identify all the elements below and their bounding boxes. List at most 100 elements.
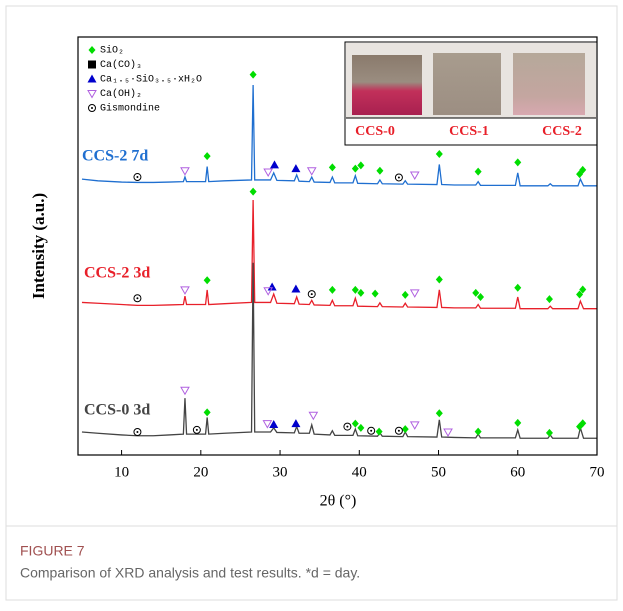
phase-marker [180,167,190,176]
symbol-ring [343,422,352,431]
symbol-ring [133,173,142,182]
phase-marker [472,288,480,297]
phase-marker [351,419,359,428]
xrd-trace [81,85,597,187]
inset-label: CCS-1 [449,124,489,139]
x-tick-label: 60 [510,464,525,480]
x-tick-label: 70 [590,464,605,480]
series-label: CCS-2 3d [84,265,150,282]
caption-text: Comparison of XRD analysis and test resu… [20,565,360,581]
phase-marker [270,160,280,169]
x-tick-label: 30 [273,464,288,480]
phase-marker [263,168,274,178]
symbol-dot [397,176,400,179]
phase-marker [367,426,376,435]
x-tick-label: 50 [431,464,446,480]
phase-marker [579,165,587,174]
symbol-dot [136,176,139,179]
legend-symbol [88,46,96,54]
phase-marker [307,290,316,299]
figure-border [5,5,618,601]
phase-marker [409,421,420,430]
phase-marker [192,425,201,434]
phase-marker [545,428,553,437]
phase-marker [375,427,383,436]
series-label: CCS-0 3d [84,402,150,419]
phase-marker [514,418,522,427]
legend-symbol [87,90,97,99]
phase-marker [371,289,379,298]
phase-marker [576,290,584,299]
inset-photo [344,41,598,146]
phase-marker [409,289,420,298]
symbol-ring [394,426,403,435]
legend-symbol [88,60,96,69]
phase-marker [435,275,443,284]
legend-label: Ca(CO)₃ [100,59,142,71]
phase-marker [435,150,443,159]
x-tick-label: 40 [352,464,367,480]
legend-label: Gismondine [100,103,160,115]
phase-marker [579,419,587,428]
symbol-dot [310,293,313,296]
symbol-dot [397,429,400,432]
legend-label: Ca₁.₅·SiO₃.₅·xH₂O [100,74,202,86]
phase-marker [262,420,273,429]
phase-marker [267,282,277,291]
phase-marker [357,288,365,297]
phase-marker [133,428,142,437]
inset-label: CCS-2 [542,124,582,139]
inset-label: CCS-0 [355,124,395,139]
phase-marker [343,422,352,431]
phase-marker [401,425,409,434]
phase-marker [474,427,482,436]
y-axis-label: Intensity (a.u.) [29,193,48,299]
phase-marker [394,426,403,435]
sample-block [352,55,422,115]
symbol-ring [192,425,201,434]
phase-marker [443,428,453,438]
phase-marker [435,409,443,418]
symbol-ring [88,104,96,112]
symbol-dot [346,425,349,428]
phase-marker [477,292,485,301]
phase-marker [133,173,142,182]
legend-symbol [87,74,97,83]
phase-marker [351,285,359,294]
caption-label: FIGURE 7 [20,543,85,559]
phase-marker [409,171,420,180]
sample-block [433,53,501,115]
x-tick-label: 10 [114,464,129,480]
phase-marker [308,411,319,421]
phase-marker [545,295,553,304]
series-label: CCS-2 7d [82,148,148,165]
phase-marker [263,287,274,296]
phase-marker [269,419,279,428]
legend-label: Ca(OH)₂ [100,88,142,100]
symbol-ring [133,428,142,437]
phase-marker [180,386,190,396]
phase-marker [306,167,317,176]
phase-marker [249,187,257,196]
symbol-dot [136,297,139,300]
phase-marker [357,161,365,170]
phase-marker [401,290,409,299]
x-axis-label: 2θ (°) [320,493,357,510]
symbol-dot [136,431,139,434]
phase-marker [180,286,190,295]
sample-block [513,53,585,115]
symbol-dot [91,107,93,109]
legend-label: SiO₂ [100,45,124,57]
symbol-ring [307,290,316,299]
phase-marker [579,285,587,294]
xrd-trace [81,200,597,310]
phase-marker [357,423,365,432]
phase-marker [203,276,211,285]
symbol-dot [195,428,198,431]
symbol-ring [394,173,403,182]
xrd-trace [81,262,597,439]
phase-marker [394,173,403,182]
symbol-dot [370,429,373,432]
phase-marker [249,70,257,79]
